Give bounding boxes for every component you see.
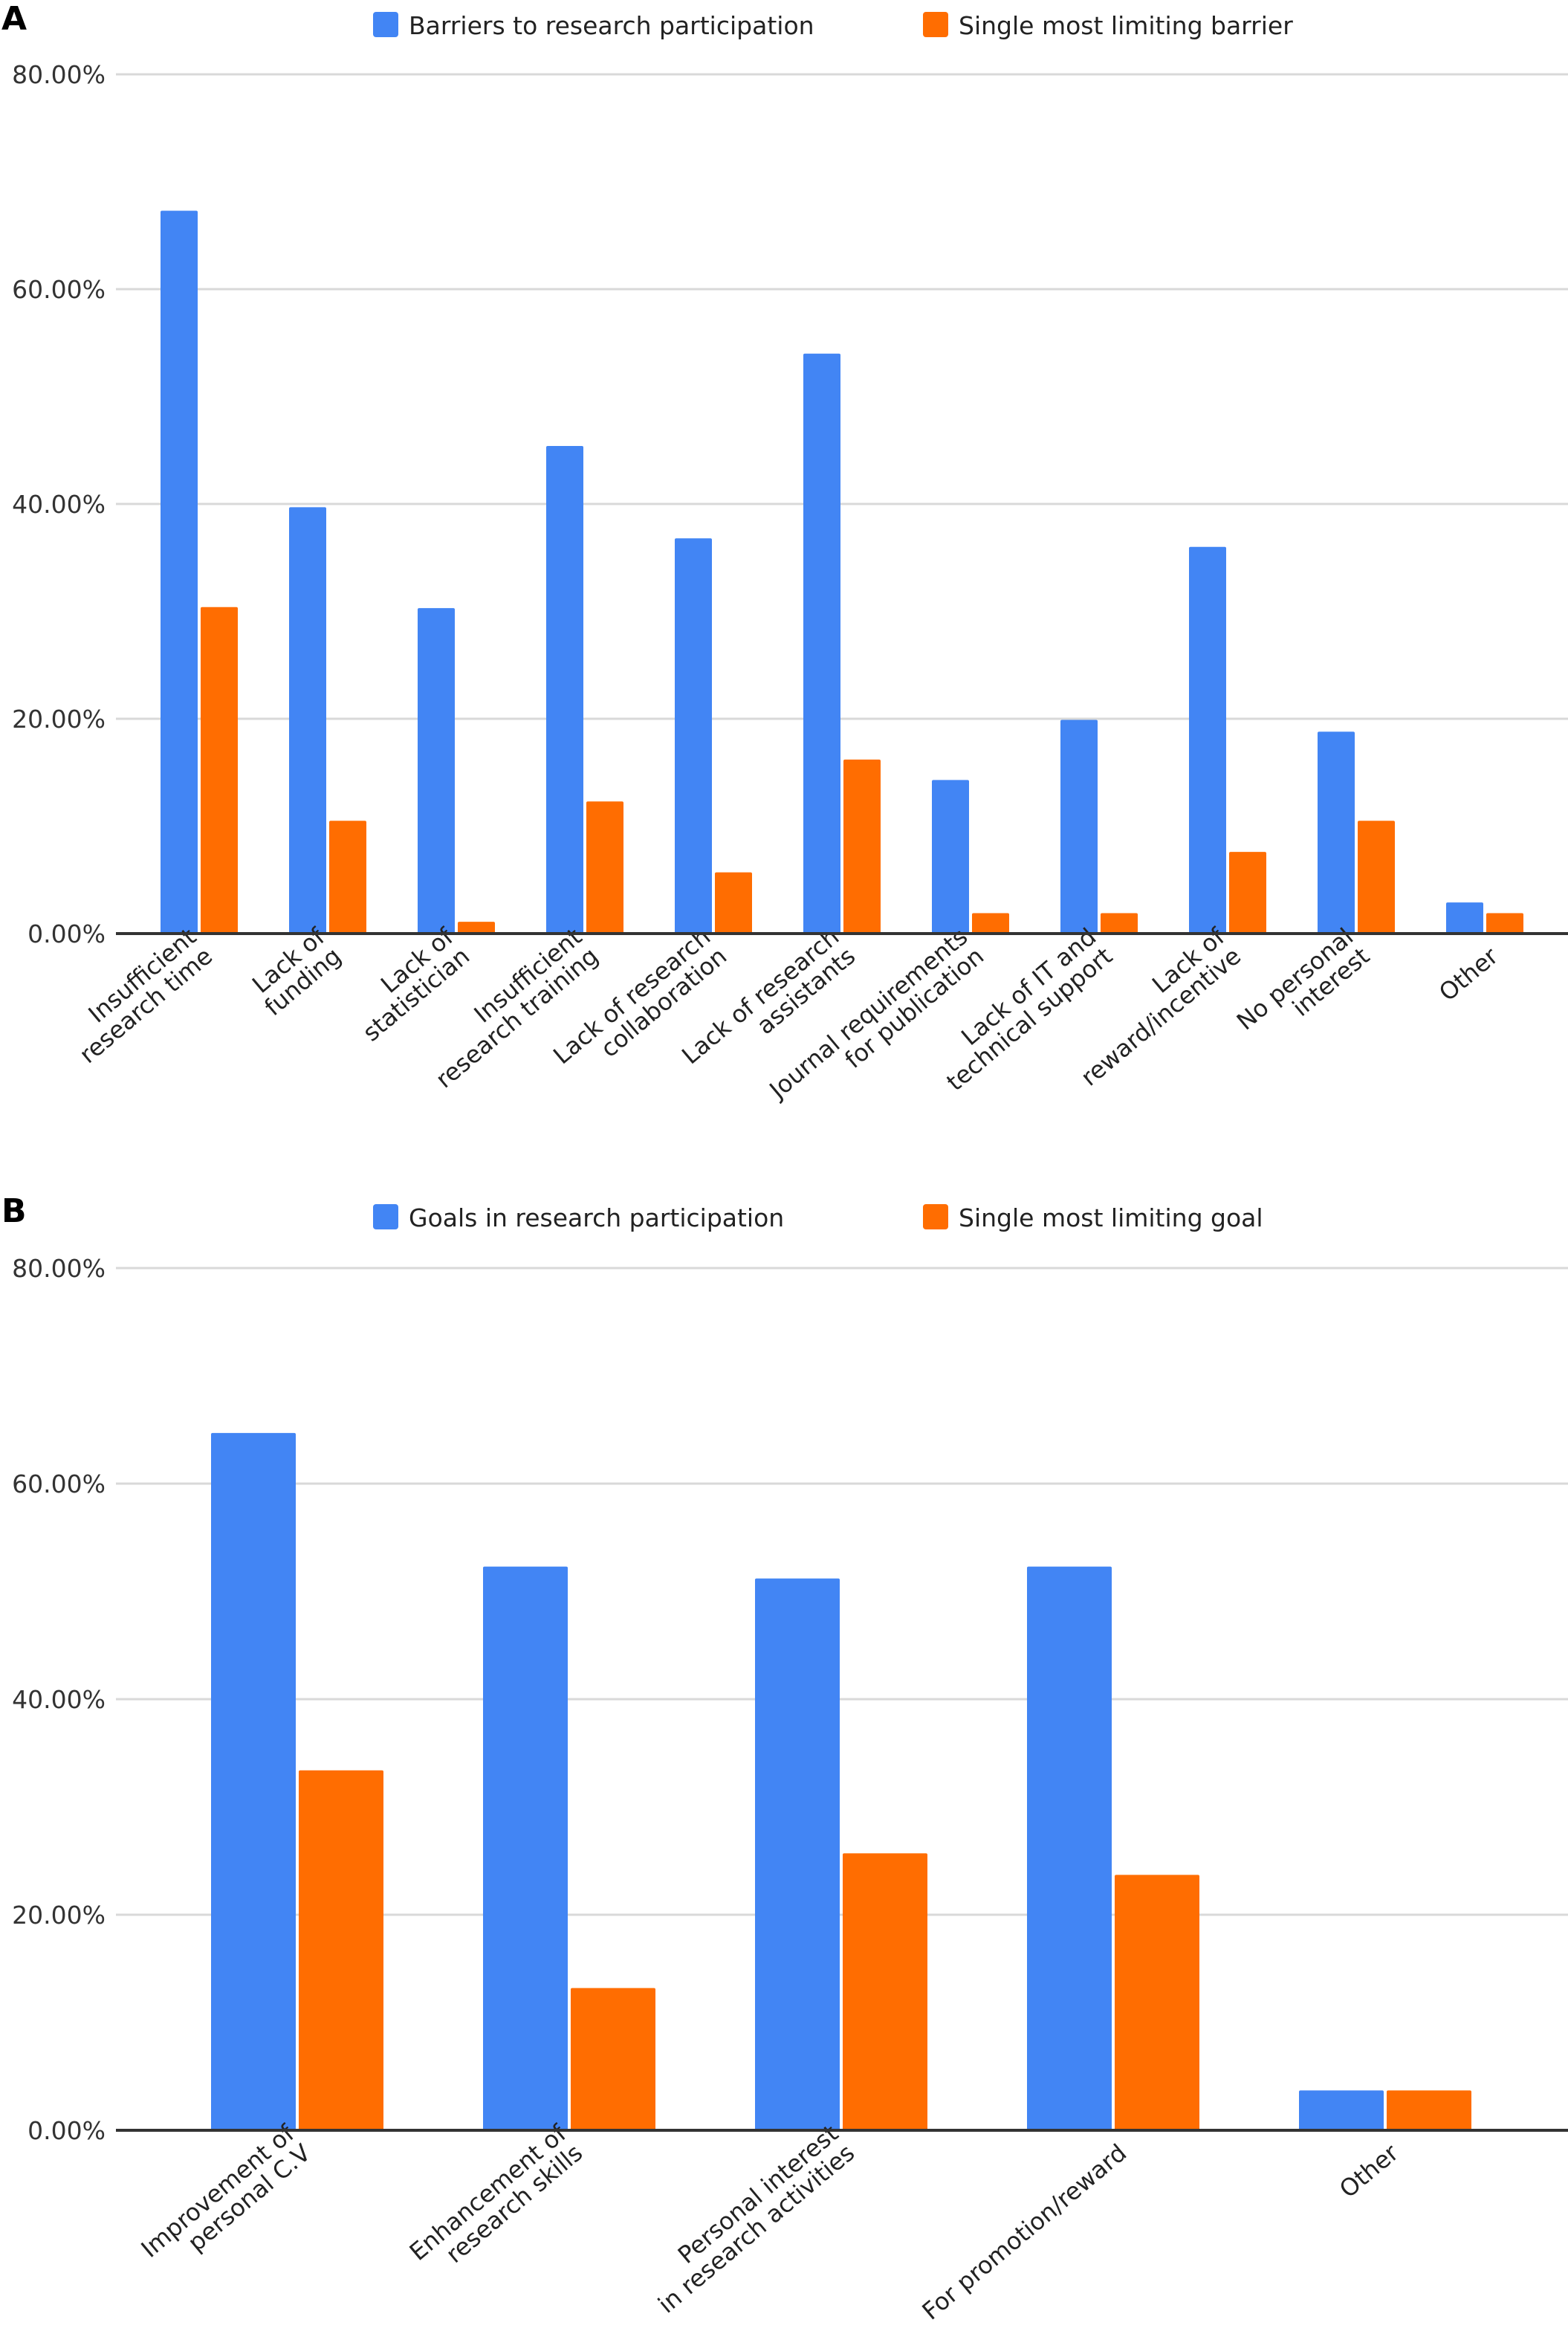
- bar-blue: [932, 780, 969, 934]
- bar-orange: [715, 872, 752, 934]
- legend-swatch: [373, 12, 398, 37]
- bar-orange: [586, 801, 623, 934]
- legend-swatch: [373, 1204, 398, 1229]
- legend-label: Barriers to research participation: [409, 11, 814, 40]
- bar-orange: [1101, 913, 1138, 934]
- y-tick-label: 40.00%: [12, 490, 106, 519]
- panel-label: B: [1, 1192, 27, 1230]
- x-category-label-line: Other: [1433, 941, 1504, 1006]
- y-tick-label: 80.00%: [12, 1254, 106, 1283]
- bar-orange: [843, 1853, 927, 2130]
- bar-orange: [1229, 852, 1266, 934]
- bar-blue: [418, 608, 455, 934]
- bar-blue: [483, 1566, 568, 2130]
- bar-blue: [211, 1432, 296, 2130]
- bar-blue: [675, 538, 712, 934]
- legend-swatch: [923, 1204, 948, 1229]
- y-tick-label: 0.00%: [27, 2116, 106, 2145]
- bar-blue: [1446, 902, 1483, 934]
- x-category-label: Improvement ofpersonal C.V: [136, 2119, 317, 2283]
- x-category-label-line: Other: [1334, 2138, 1405, 2203]
- bar-blue: [289, 507, 326, 934]
- bar-orange: [329, 821, 366, 934]
- y-tick-label: 60.00%: [12, 275, 106, 304]
- x-category-label: For promotion/reward: [917, 2138, 1133, 2326]
- x-category-label: Other: [1334, 2138, 1405, 2203]
- bar-orange: [1358, 821, 1395, 934]
- bar-orange: [201, 607, 238, 934]
- legend-label: Single most limiting barrier: [959, 11, 1293, 40]
- bar-blue: [755, 1578, 840, 2130]
- legend-label: Goals in research participation: [409, 1203, 784, 1232]
- legend-swatch: [923, 12, 948, 37]
- chart-panel-A: A 0.00% 20.00% 40.00% 60.00% 80.00% Barriers t…: [1, 0, 1568, 1105]
- y-tick-label: 40.00%: [12, 1685, 106, 1714]
- bar-orange: [571, 1988, 655, 2130]
- bar-orange: [1486, 913, 1523, 934]
- y-tick-label: 20.00%: [12, 705, 106, 734]
- y-tick-label: 20.00%: [12, 1901, 106, 1930]
- bar-blue: [546, 445, 583, 934]
- x-category-label-line: For promotion/reward: [917, 2138, 1133, 2326]
- y-tick-label: 60.00%: [12, 1469, 106, 1498]
- y-tick-label: 0.00%: [27, 919, 106, 948]
- bar-orange: [299, 1770, 383, 2130]
- x-category-label-line: in research activities: [652, 2138, 860, 2319]
- x-category-label: Enhancement ofresearch skills: [404, 2119, 589, 2286]
- bar-orange: [458, 922, 495, 934]
- bar-blue: [161, 210, 198, 934]
- x-category-label: Other: [1433, 941, 1504, 1006]
- bar-blue: [1060, 720, 1098, 934]
- x-category-label: Lack ofstatistician: [341, 922, 476, 1047]
- bar-orange: [843, 759, 881, 934]
- bar-orange: [1115, 1875, 1199, 2130]
- x-category-label: Personal interestin research activities: [636, 2119, 860, 2319]
- panel-label: A: [1, 0, 27, 38]
- bar-blue: [1027, 1566, 1112, 2130]
- y-tick-label: 80.00%: [12, 60, 106, 89]
- x-category-label: No personalinterest: [1231, 922, 1375, 1055]
- bar-blue: [1318, 731, 1355, 934]
- bar-blue: [803, 353, 840, 934]
- x-category-label: Lack offunding: [243, 922, 347, 1022]
- bar-orange: [1387, 2090, 1471, 2130]
- chart-panel-B: B 0.00% 20.00% 40.00% 60.00% 80.00% Goals in r…: [1, 1192, 1568, 2326]
- bar-orange: [972, 913, 1009, 934]
- bar-blue: [1299, 2090, 1384, 2130]
- legend-label: Single most limiting goal: [959, 1203, 1263, 1232]
- bar-blue: [1189, 546, 1226, 934]
